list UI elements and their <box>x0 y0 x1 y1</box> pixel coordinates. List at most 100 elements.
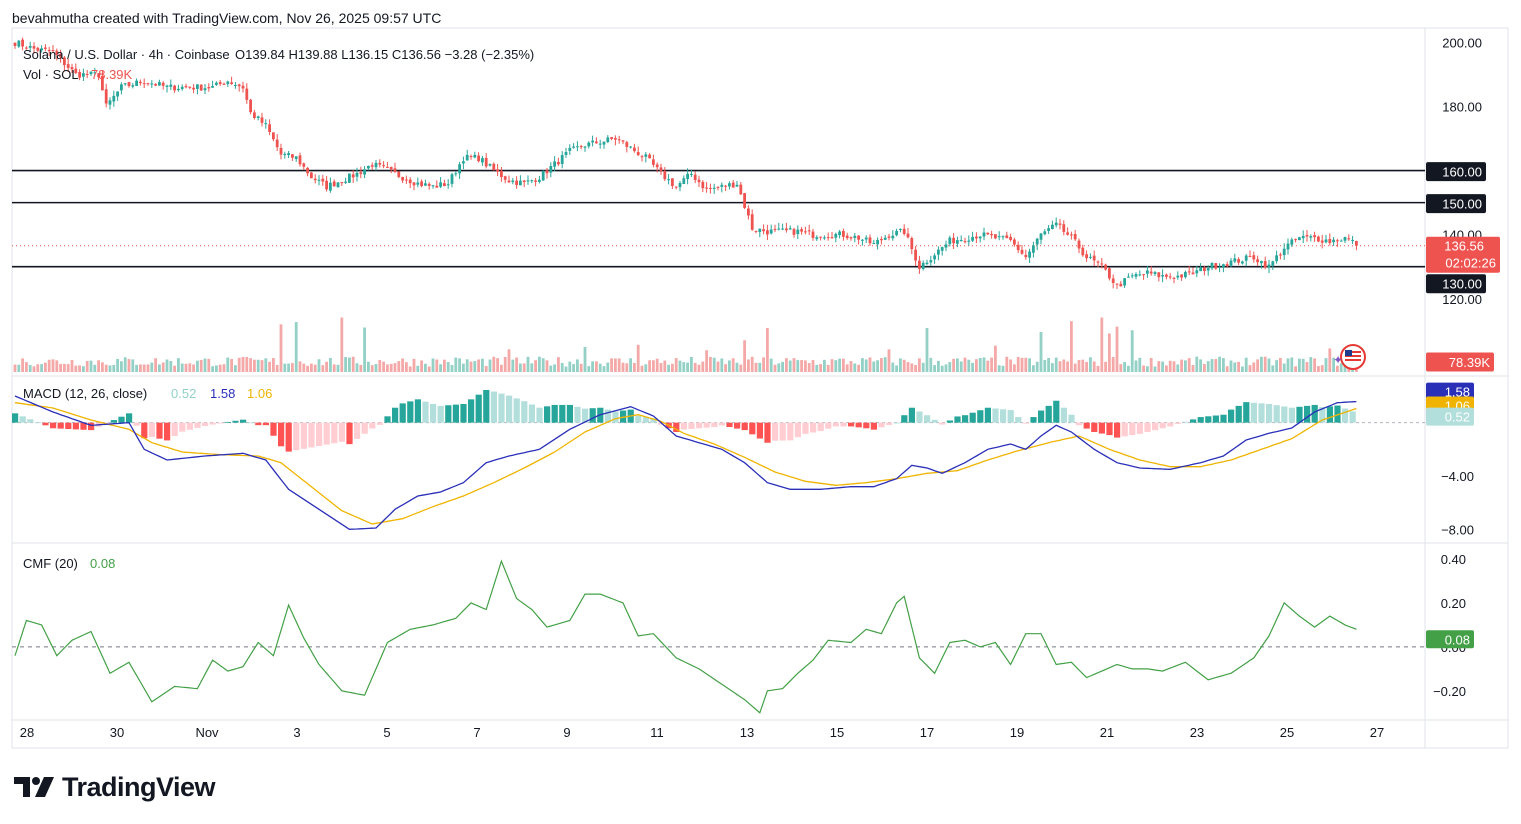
volume-bar <box>55 360 59 372</box>
volume-bar <box>401 358 404 372</box>
macd-histogram-bar <box>293 422 300 451</box>
candle-body <box>720 184 724 187</box>
macd-histogram-bar <box>946 420 953 423</box>
macd-histogram-bar <box>931 419 938 423</box>
volume-bar <box>633 362 636 372</box>
cmf-tag: 0.08 <box>1445 632 1470 647</box>
macd-histogram-bar <box>498 393 505 423</box>
candle-body <box>823 237 826 239</box>
volume-bar <box>211 366 214 372</box>
candle-body <box>682 178 686 184</box>
candle-body <box>1203 267 1206 272</box>
volume-bar <box>112 364 116 372</box>
macd-histogram-bar <box>718 422 725 426</box>
volume-bar <box>36 364 40 372</box>
macd-tag-2-bg <box>1426 407 1474 426</box>
volume-bar <box>530 363 534 372</box>
volume-bar <box>724 364 727 372</box>
candle-body <box>283 154 287 156</box>
economic-events-icon[interactable]: ✦ <box>1333 344 1366 370</box>
volume-bar <box>1203 364 1206 372</box>
candle-body <box>724 185 727 187</box>
candle-body <box>1324 239 1328 243</box>
candle-body <box>215 82 218 85</box>
volume-bar <box>781 361 784 372</box>
volume-bar <box>1127 365 1130 372</box>
chart-canvas[interactable]: 200.00180.00140.00120.00−4.00−8.000.400.… <box>0 0 1521 770</box>
volume-bar <box>116 358 119 372</box>
macd-histogram-bar <box>1250 402 1257 423</box>
volume-bar <box>260 360 264 372</box>
volume-bar <box>728 360 731 372</box>
volume-bar <box>370 365 374 372</box>
candle-body <box>1225 264 1229 267</box>
candle-body <box>222 83 226 85</box>
cmf-series-line <box>14 559 1357 714</box>
macd-histogram-bar <box>741 422 748 431</box>
volume-bar <box>1108 333 1111 372</box>
volume-bar <box>986 360 990 372</box>
volume-bar <box>1305 362 1309 372</box>
candle-body <box>481 158 484 163</box>
candle-body <box>1332 239 1335 243</box>
volume-bar <box>621 362 625 372</box>
candle-body <box>1013 239 1016 245</box>
candle-body <box>120 84 123 91</box>
candle-body <box>606 137 610 143</box>
candle-body <box>1066 232 1069 235</box>
volume-bar <box>895 365 898 372</box>
macd-histogram-bar <box>1159 422 1166 429</box>
legend-symbol: Solana / U.S. Dollar · 4h · Coinbase <box>23 47 230 62</box>
macd-histogram-bar <box>1053 400 1060 423</box>
price-tick-label: 200.00 <box>1442 35 1482 50</box>
legend-macd-hist: 0.52 <box>171 386 196 401</box>
volume-bars <box>13 317 1358 372</box>
candle-body <box>591 140 594 143</box>
candle-body <box>948 237 952 245</box>
volume-bar <box>982 357 986 372</box>
macd-histogram-bar <box>582 408 589 423</box>
candle-body <box>332 181 336 187</box>
macd-histogram-bar <box>551 404 558 423</box>
candle-body <box>1271 261 1275 266</box>
volume-bar <box>184 363 188 372</box>
volume-bar <box>1176 364 1180 372</box>
candle-body <box>370 165 374 167</box>
volume-bar <box>139 364 142 372</box>
brand-name: TradingView <box>62 771 216 802</box>
candle-body <box>503 176 507 180</box>
candle-body <box>298 155 302 165</box>
volume-bar <box>63 363 66 372</box>
candle-body <box>1127 276 1130 278</box>
volume-bar <box>1229 360 1233 372</box>
macd-histogram-bar <box>1060 407 1067 423</box>
candle-body <box>880 239 883 241</box>
candle-body <box>188 86 192 88</box>
candle-body <box>161 82 165 86</box>
candle-body <box>294 156 298 159</box>
macd-histogram-bar <box>133 422 140 426</box>
candle-body <box>549 166 553 173</box>
volume-bar <box>872 361 876 372</box>
candle-body <box>1244 255 1248 261</box>
candle-body <box>260 117 264 123</box>
volume-bar <box>215 365 218 372</box>
volume-bar <box>572 364 575 372</box>
volume-bar <box>1024 357 1028 372</box>
candle-body <box>1161 275 1164 277</box>
macd-histogram-bar <box>893 422 900 424</box>
macd-histogram-bar <box>452 404 459 423</box>
volume-bar <box>769 358 773 372</box>
volume-bar <box>971 362 974 372</box>
macd-histogram-bar <box>703 422 710 428</box>
volume-bar <box>614 358 617 372</box>
candle-body <box>982 232 986 237</box>
horizontal-levels[interactable] <box>12 169 1425 268</box>
volume-bar <box>1260 356 1263 372</box>
volume-bar <box>1244 357 1248 372</box>
candle-body <box>291 154 294 158</box>
candle-body <box>374 162 378 168</box>
candle-body <box>234 85 237 87</box>
volume-bar <box>1016 356 1020 372</box>
candle-body <box>541 170 545 181</box>
